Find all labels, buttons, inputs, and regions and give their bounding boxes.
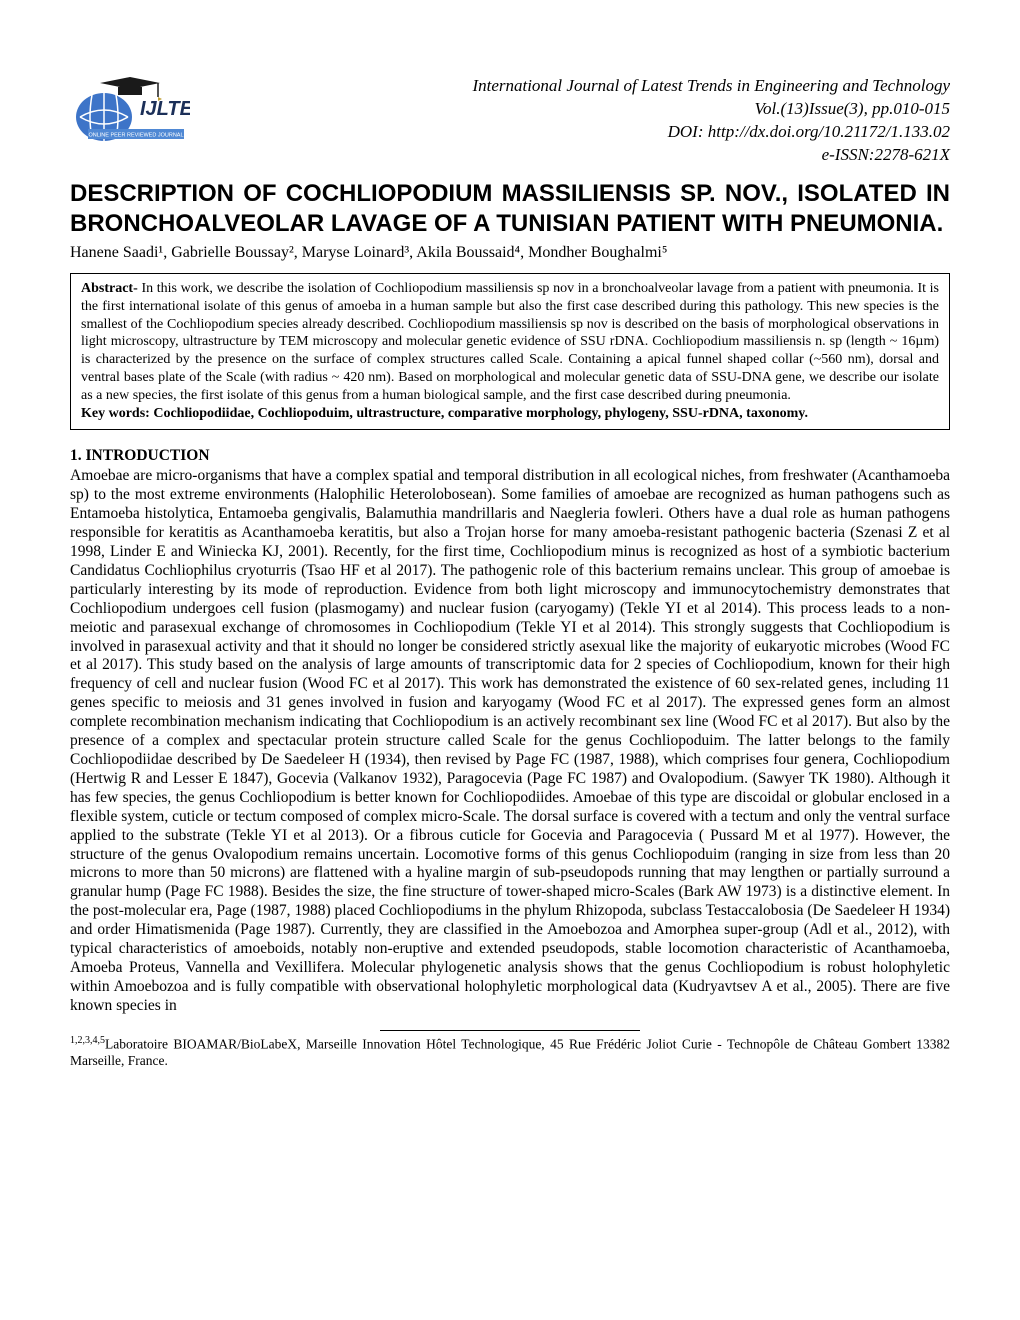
abstract-text: In this work, we describe the isolation … (81, 281, 939, 403)
svg-text:ONLINE PEER REVIEWED JOURNAL: ONLINE PEER REVIEWED JOURNAL (88, 133, 183, 139)
journal-info-block: International Journal of Latest Trends i… (205, 75, 950, 167)
page-header: IJLTET ONLINE PEER REVIEWED JOURNAL Inte… (70, 75, 950, 167)
authors-line: Hanene Saadi¹, Gabrielle Boussay², Marys… (70, 243, 950, 263)
footnote-superscript: 1,2,3,4,5 (70, 1035, 105, 1046)
footnote-separator (380, 1030, 640, 1031)
keywords-label: Key words: (81, 406, 153, 421)
abstract-paragraph: Abstract- In this work, we describe the … (81, 280, 939, 405)
abstract-label: Abstract- (81, 281, 141, 296)
svg-text:IJLTET: IJLTET (140, 98, 190, 120)
journal-logo: IJLTET ONLINE PEER REVIEWED JOURNAL (70, 75, 190, 143)
keywords-text: Cochliopodiidae, Cochliopoduim, ultrastr… (153, 406, 808, 421)
paper-title: DESCRIPTION OF COCHLIOPODIUM MASSILIENSI… (70, 179, 950, 239)
footnote-text: Laboratoire BIOAMAR/BioLabeX, Marseille … (70, 1036, 950, 1068)
introduction-body: Amoebae are micro-organisms that have a … (70, 467, 950, 1015)
journal-eissn: e-ISSN:2278-621X (205, 144, 950, 167)
journal-volume-issue: Vol.(13)Issue(3), pp.010-015 (205, 98, 950, 121)
keywords-paragraph: Key words: Cochliopodiidae, Cochliopodui… (81, 405, 939, 423)
journal-name: International Journal of Latest Trends i… (205, 75, 950, 98)
journal-doi: DOI: http://dx.doi.org/10.21172/1.133.02 (205, 121, 950, 144)
footnote-affiliation: 1,2,3,4,5Laboratoire BIOAMAR/BioLabeX, M… (70, 1035, 950, 1070)
abstract-box: Abstract- In this work, we describe the … (70, 273, 950, 430)
section-heading-introduction: 1. INTRODUCTION (70, 446, 950, 465)
